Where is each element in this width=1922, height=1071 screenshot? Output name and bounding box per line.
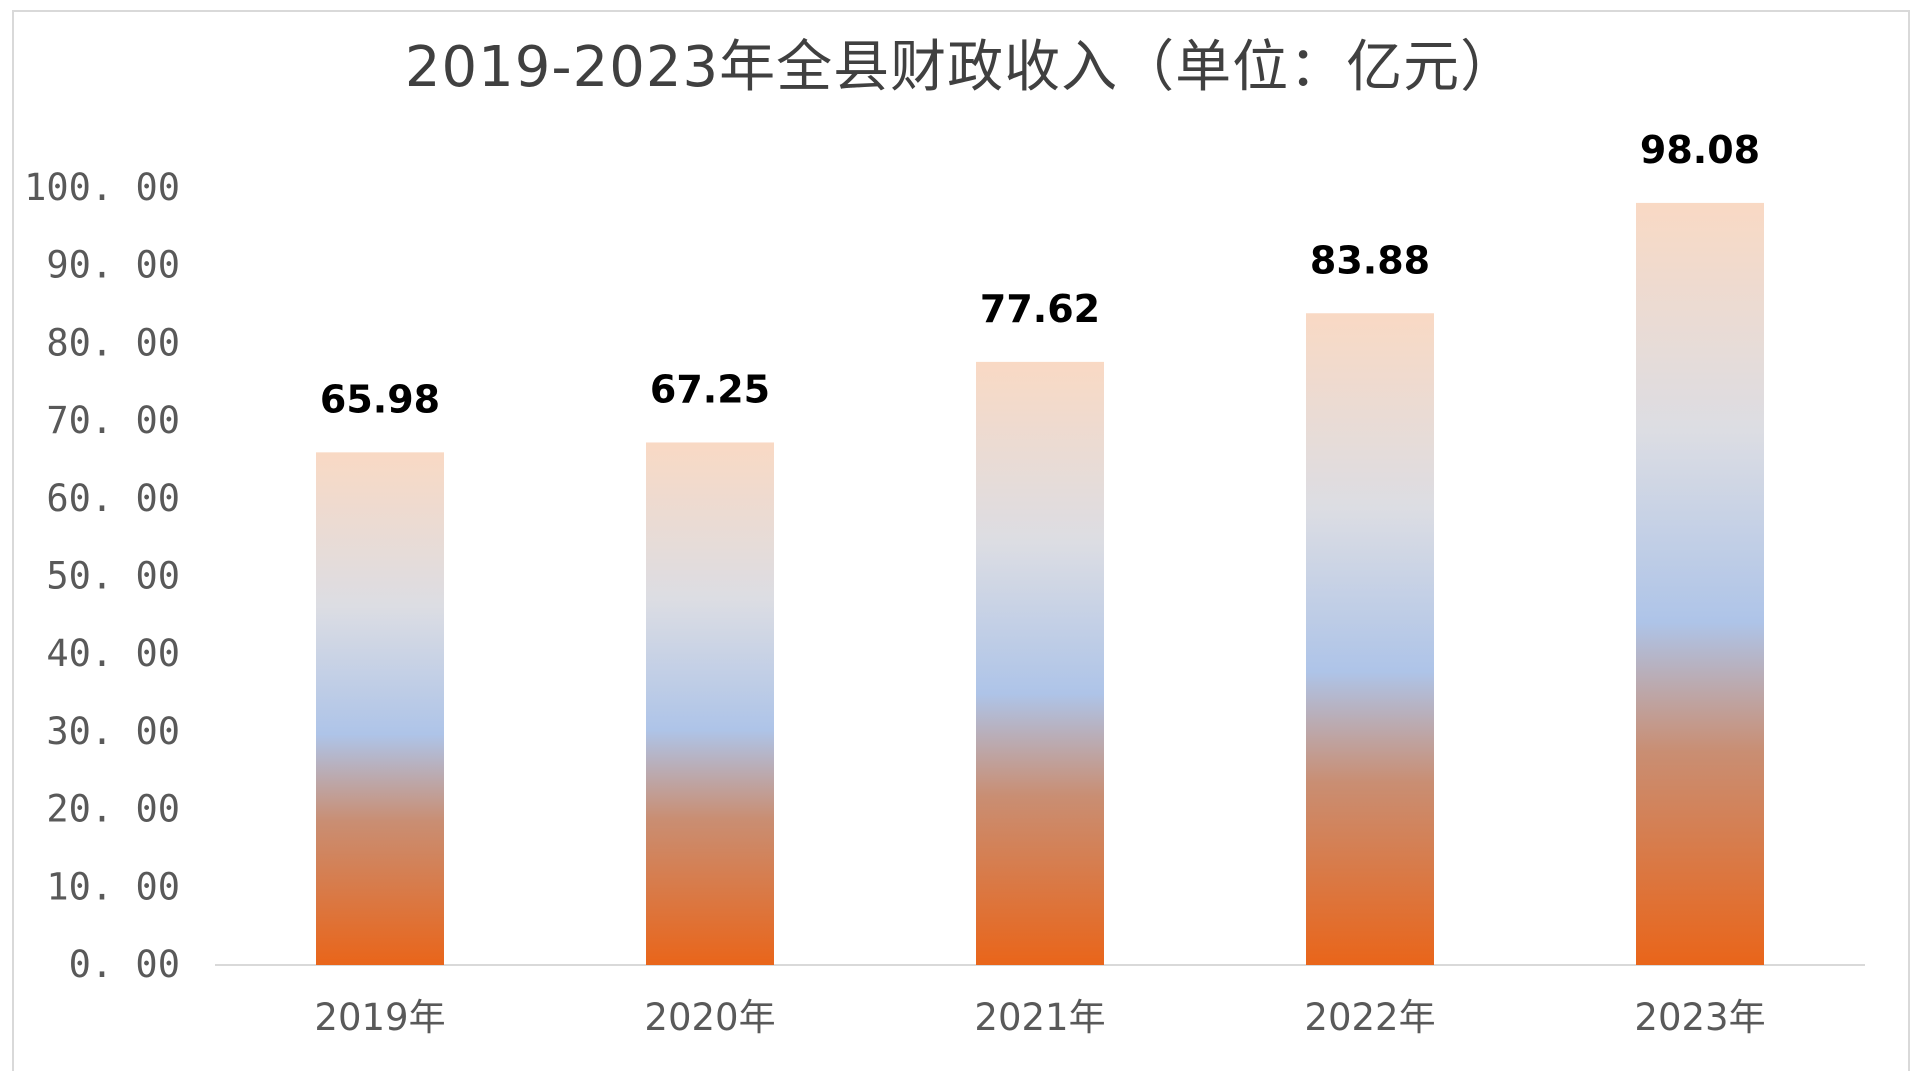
bar-2023年 xyxy=(1636,202,1764,965)
bar-2020年 xyxy=(646,442,774,965)
chart-title: 2019-2023年全县财政收入（单位：亿元） xyxy=(404,35,1518,100)
data-label: 67.25 xyxy=(650,367,770,411)
data-label: 98.08 xyxy=(1640,128,1760,172)
y-tick-label: 90. 00 xyxy=(46,244,180,287)
x-tick-label: 2022年 xyxy=(1304,996,1435,1039)
bar-2022年 xyxy=(1306,313,1434,965)
data-label: 83.88 xyxy=(1310,238,1430,282)
y-tick-label: 50. 00 xyxy=(46,555,180,598)
y-tick-label: 20. 00 xyxy=(46,788,180,831)
data-label: 65.98 xyxy=(320,377,440,421)
y-axis-ticks: 0. 00 10. 00 20. 00 30. 00 40. 00 50. 00 60. 0… xyxy=(24,166,180,986)
y-tick-label: 40. 00 xyxy=(46,632,180,675)
y-tick-label: 70. 00 xyxy=(46,399,180,442)
data-label: 77.62 xyxy=(980,287,1100,331)
x-axis-ticks: 2019年 2020年 2021年 2022年 2023年 xyxy=(314,996,1765,1039)
y-tick-label: 80. 00 xyxy=(46,321,180,364)
x-tick-label: 2019年 xyxy=(314,996,445,1039)
bar-2021年 xyxy=(976,361,1104,966)
x-tick-label: 2020年 xyxy=(644,996,775,1039)
y-tick-label: 30. 00 xyxy=(46,710,180,753)
x-tick-label: 2021年 xyxy=(974,996,1105,1039)
bars xyxy=(316,202,1764,966)
y-tick-label: 10. 00 xyxy=(46,865,180,908)
y-tick-label: 60. 00 xyxy=(46,477,180,520)
data-labels: 65.98 67.25 77.62 83.88 98.08 xyxy=(320,128,1760,421)
y-tick-label: 0. 00 xyxy=(69,943,180,986)
x-tick-label: 2023年 xyxy=(1634,996,1765,1039)
y-tick-label: 100. 00 xyxy=(24,166,180,209)
bar-2019年 xyxy=(316,452,444,965)
